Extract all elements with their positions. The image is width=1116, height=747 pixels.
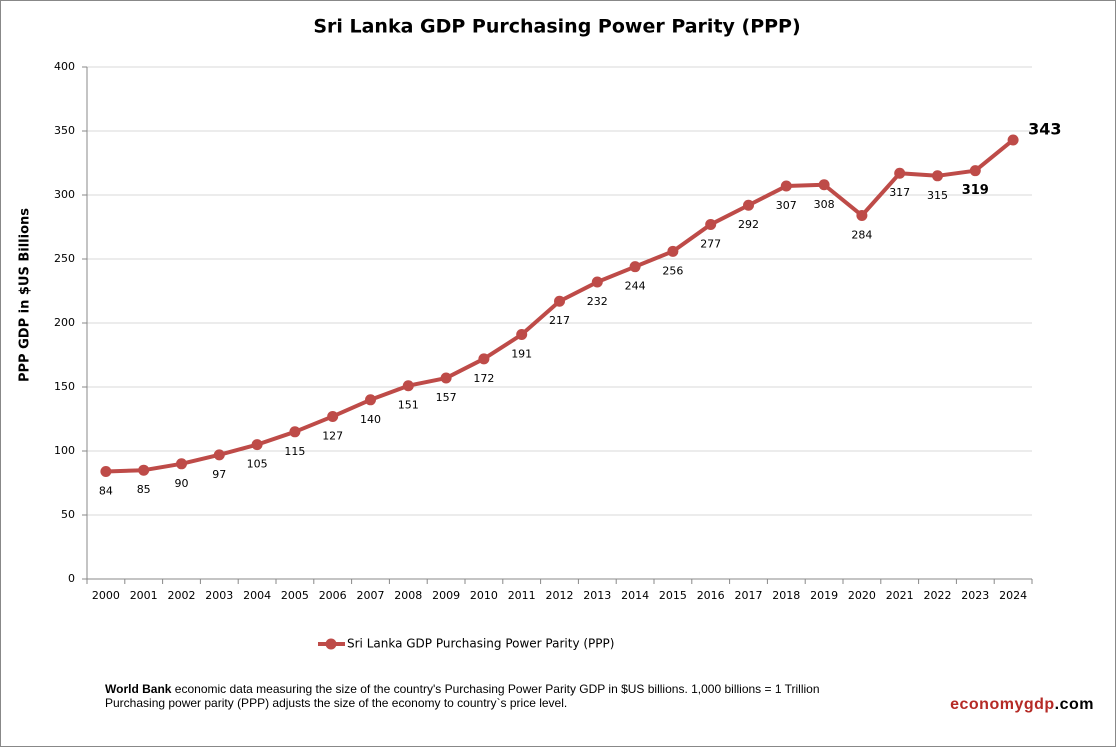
brand-name: economygdp [950,696,1055,713]
y-tick-label: 150 [54,380,75,393]
data-point [176,458,187,470]
x-tick-label: 2009 [432,589,460,602]
footnote: World Bank economic data measuring the s… [105,682,820,710]
data-point [780,180,792,192]
data-label: 307 [776,199,797,212]
data-point [591,276,603,288]
data-label: 284 [851,228,872,241]
data-point [327,410,339,422]
data-label: 315 [927,189,948,202]
x-tick-label: 2012 [546,589,574,602]
x-tick-label: 2014 [621,589,649,602]
data-point [289,426,301,438]
data-label: 105 [247,458,268,471]
y-tick-label: 50 [61,508,75,521]
data-label: 84 [99,484,113,497]
x-tick-label: 2021 [886,589,914,602]
data-point [440,372,452,384]
x-tick-label: 2015 [659,589,687,602]
data-label: 292 [738,218,759,231]
data-label: 277 [700,237,721,250]
data-point [743,199,754,211]
x-tick-label: 2017 [735,589,763,602]
x-tick-label: 2019 [810,589,838,602]
y-axis-label: PPP GDP in $US Billions [18,208,33,382]
x-tick-label: 2024 [999,589,1027,602]
x-tick-label: 2023 [961,589,989,602]
data-point [516,329,528,341]
x-tick-label: 2013 [583,589,611,602]
data-label: 191 [511,348,532,361]
y-tick-label: 350 [54,124,75,137]
data-point [478,353,490,365]
x-tick-label: 2010 [470,589,498,602]
data-label: 317 [889,186,910,199]
x-tick-label: 2006 [319,589,347,602]
x-tick-label: 2020 [848,589,876,602]
note-line: World Bank economic data measuring the s… [105,682,820,696]
data-label: 157 [436,391,457,404]
brand: economygdp.com [950,696,1094,714]
x-tick-label: 2022 [924,589,952,602]
data-point [969,165,981,177]
data-label: 256 [662,264,683,277]
data-point [705,218,717,230]
note-text: economic data measuring the size of the … [174,682,820,696]
x-tick-label: 2007 [357,589,385,602]
x-tick-label: 2005 [281,589,309,602]
legend-marker [325,638,337,650]
data-label: 232 [587,295,608,308]
x-tick-label: 2004 [243,589,271,602]
y-tick-label: 200 [54,316,75,329]
y-tick-label: 400 [54,60,75,73]
x-tick-label: 2018 [772,589,800,602]
data-point [365,394,376,406]
data-label: 85 [137,483,151,496]
data-point [894,167,906,179]
data-point [100,465,112,477]
data-label: 97 [212,468,226,481]
data-label: 127 [322,429,343,442]
y-tick-label: 250 [54,252,75,265]
data-point [402,380,414,392]
y-tick-label: 0 [68,572,75,585]
x-tick-label: 2016 [697,589,725,602]
data-point [629,261,641,273]
x-tick-label: 2002 [168,589,196,602]
note-text: Purchasing power parity (PPP) adjusts th… [105,696,568,710]
data-point [251,439,263,451]
brand-suffix: .com [1054,696,1094,713]
y-tick-label: 100 [54,444,75,457]
x-tick-label: 2001 [130,589,158,602]
data-point [932,170,943,182]
data-point [667,245,679,257]
data-label: 319 [962,183,989,198]
note-source: World Bank [105,682,172,696]
x-tick-label: 2003 [205,589,233,602]
data-label: 151 [398,399,419,412]
data-point [818,179,830,191]
data-label: 140 [360,413,381,426]
data-point [138,464,150,476]
y-tick-label: 300 [54,188,75,201]
data-label: 115 [284,445,305,458]
x-tick-label: 2011 [508,589,536,602]
legend-label: Sri Lanka GDP Purchasing Power Parity (P… [347,637,614,651]
data-label: 244 [625,280,646,293]
data-label: 308 [814,198,835,211]
data-label: 90 [175,477,189,490]
x-tick-label: 2000 [92,589,120,602]
data-label: 172 [473,372,494,385]
data-label: 343 [1028,119,1061,138]
data-point [1007,134,1019,146]
chart-title: Sri Lanka GDP Purchasing Power Parity (P… [313,16,800,38]
x-tick-label: 2008 [394,589,422,602]
data-label: 217 [549,314,570,327]
data-point [856,209,868,221]
data-point [554,295,565,307]
data-point [213,449,225,461]
